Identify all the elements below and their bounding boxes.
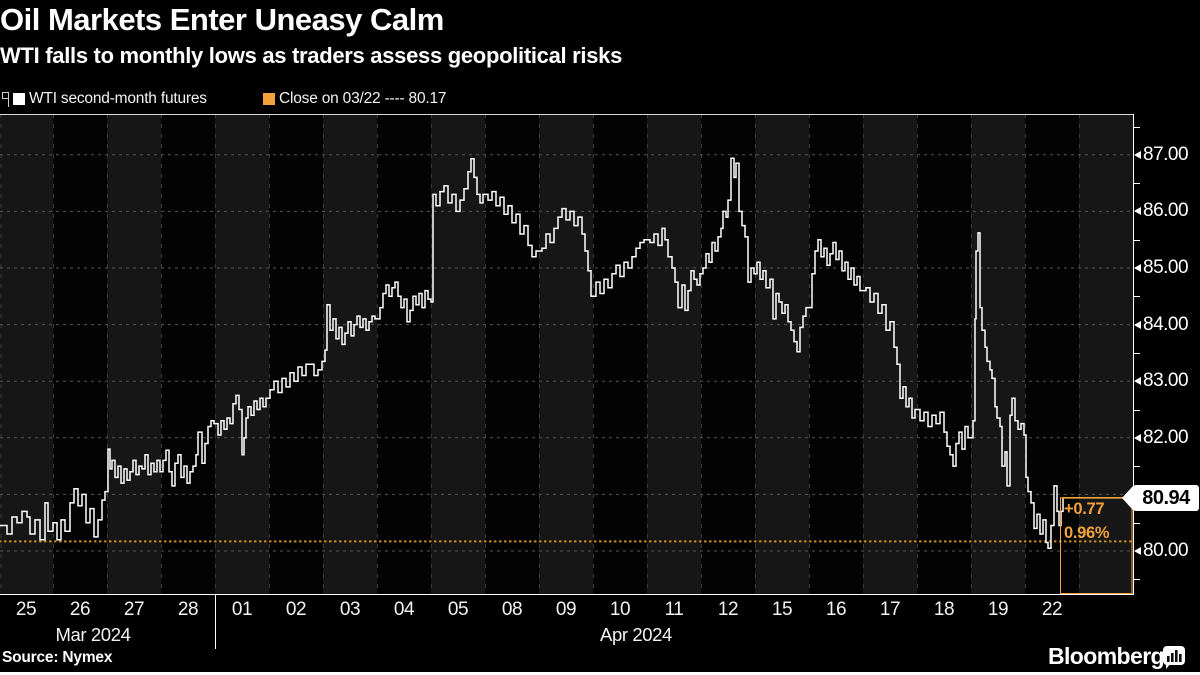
y-axis-label: 87.00: [1143, 144, 1189, 165]
close-swatch: [263, 93, 275, 105]
x-axis-day-label: 19: [987, 599, 1009, 620]
day-band: [1025, 114, 1079, 595]
month-separator-line: [215, 595, 216, 649]
y-tick-minor: [1134, 353, 1140, 354]
bloomberg-logo: Bloomberg: [1048, 643, 1165, 669]
day-band: [647, 114, 701, 595]
day-band: [377, 114, 431, 595]
x-axis-day-label: 03: [339, 599, 361, 620]
y-tick-minor: [1134, 579, 1140, 580]
day-band: [485, 114, 539, 595]
day-band: [1079, 114, 1133, 595]
plot-bottom-border: [0, 594, 1134, 595]
x-axis-day-label: 01: [231, 599, 253, 620]
x-axis-day-label: 16: [825, 599, 847, 620]
x-axis-day-label: 22: [1041, 599, 1063, 620]
chart-subtitle: WTI falls to monthly lows as traders ass…: [0, 43, 623, 68]
x-axis-day-label: 04: [393, 599, 415, 620]
plot-top-border: [0, 114, 1133, 115]
x-axis-day-label: 17: [879, 599, 901, 620]
y-tick-major: [1134, 547, 1141, 555]
x-axis-day-label: 27: [123, 599, 145, 620]
last-price-badge-arrow: [1122, 486, 1133, 510]
series-flag-icon: [2, 91, 12, 113]
y-tick-minor: [1134, 410, 1140, 411]
y-tick-minor: [1134, 466, 1140, 467]
y-tick-major: [1134, 377, 1141, 385]
y-axis-label: 85.00: [1143, 257, 1189, 278]
series-legend-label: WTI second-month futures: [29, 90, 207, 107]
y-tick-minor: [1134, 296, 1140, 297]
change-absolute: +0.77: [1064, 500, 1105, 518]
chart-title: Oil Markets Enter Uneasy Calm: [0, 2, 444, 37]
y-tick-major: [1134, 207, 1141, 215]
y-axis-label: 80.00: [1143, 540, 1189, 561]
y-axis-label: 86.00: [1143, 200, 1189, 221]
day-band: [755, 114, 809, 595]
y-tick-minor: [1134, 127, 1140, 128]
day-band: [161, 114, 215, 595]
close-legend-label: Close on 03/22 ---- 80.17: [279, 90, 447, 107]
y-tick-major: [1134, 151, 1141, 159]
legend-item-series: WTI second-month futures: [13, 90, 207, 108]
x-axis-day-label: 25: [15, 599, 37, 620]
y-axis-line: [1133, 114, 1134, 595]
y-tick-minor: [1134, 183, 1140, 184]
x-axis-day-label: 09: [555, 599, 577, 620]
y-tick-major: [1134, 321, 1141, 329]
day-band: [269, 114, 323, 595]
y-tick-major: [1134, 264, 1141, 272]
source-caption: Source: Nymex: [2, 649, 113, 666]
day-band: [323, 114, 377, 595]
x-axis-day-label: 10: [609, 599, 631, 620]
day-band: [215, 114, 269, 595]
y-tick-minor: [1134, 523, 1140, 524]
change-percent: 0.96%: [1064, 524, 1110, 542]
series-swatch: [13, 93, 25, 105]
day-band: [53, 114, 107, 595]
legend-item-close: Close on 03/22 ---- 80.17: [263, 90, 447, 108]
x-axis-day-label: 05: [447, 599, 469, 620]
day-band: [107, 114, 161, 595]
day-band: [863, 114, 917, 595]
y-tick-major: [1134, 434, 1141, 442]
y-axis-label: 84.00: [1143, 314, 1189, 335]
month-label-apr: Apr 2024: [600, 624, 672, 645]
x-axis-day-label: 08: [501, 599, 523, 620]
last-price-badge: 80.94: [1133, 485, 1199, 511]
month-label-mar: Mar 2024: [55, 624, 131, 645]
price-series-line: [0, 157, 1064, 549]
day-band: [917, 114, 971, 595]
y-axis-label: 82.00: [1143, 427, 1189, 448]
x-axis-day-label: 18: [933, 599, 955, 620]
day-band: [971, 114, 1025, 595]
day-band: [593, 114, 647, 595]
x-axis-day-label: 15: [771, 599, 793, 620]
day-band: [809, 114, 863, 595]
x-axis-day-label: 12: [717, 599, 739, 620]
x-axis-day-label: 11: [664, 599, 684, 620]
y-tick-minor: [1134, 240, 1140, 241]
x-axis-day-label: 26: [69, 599, 91, 620]
day-band: [0, 114, 54, 595]
day-band: [539, 114, 593, 595]
y-axis-label: 83.00: [1143, 370, 1189, 391]
day-band: [701, 114, 755, 595]
x-axis-day-label: 28: [177, 599, 199, 620]
bottom-rule: [0, 672, 1200, 675]
price-chart: [0, 114, 1133, 595]
bloomberg-terminal-icon: [1162, 645, 1187, 675]
x-axis-day-label: 02: [285, 599, 307, 620]
